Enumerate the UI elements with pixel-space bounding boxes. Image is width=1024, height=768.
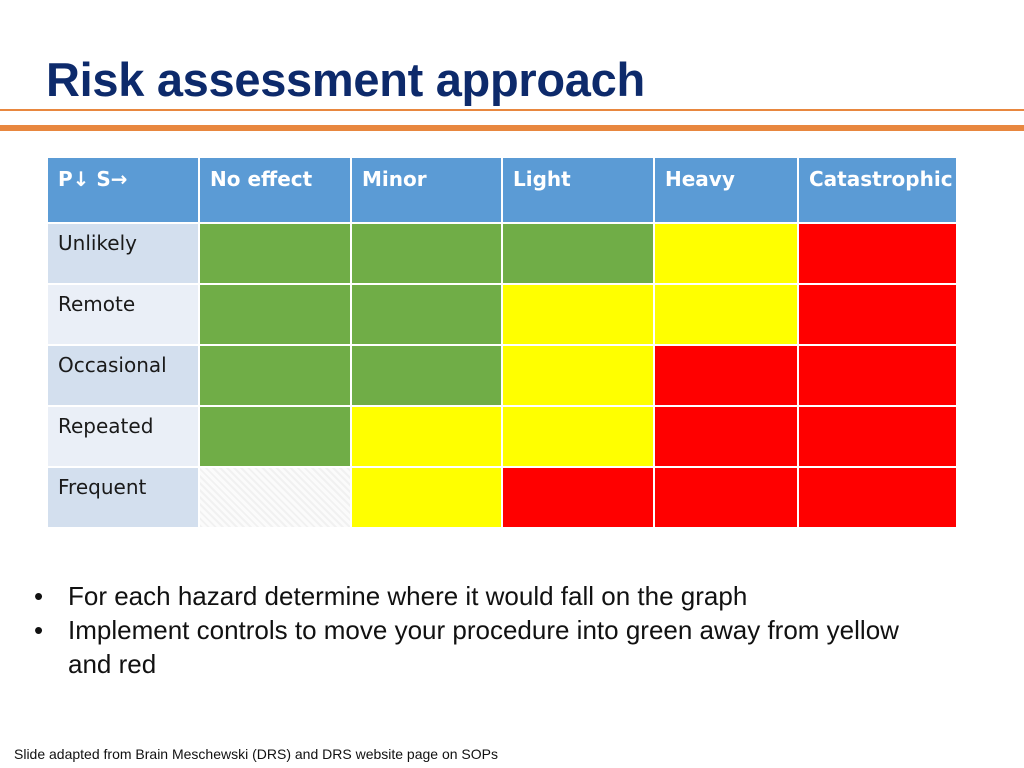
risk-cell-red — [653, 344, 799, 407]
bullet-list: • For each hazard determine where it woul… — [30, 579, 908, 681]
risk-cell-green — [198, 222, 352, 285]
risk-cell-yellow — [653, 222, 799, 285]
risk-cell-blank — [198, 466, 352, 529]
risk-cell-red — [797, 222, 958, 285]
probability-row: Unlikely — [46, 222, 958, 285]
probability-row: Remote — [46, 283, 958, 346]
risk-matrix-table: P↓ S→ No effect Minor Light Heavy Catast… — [46, 156, 958, 529]
risk-cell-yellow — [501, 405, 655, 468]
probability-label: Frequent — [46, 466, 200, 529]
risk-cell-green — [350, 222, 503, 285]
risk-cell-red — [653, 466, 799, 529]
risk-cell-red — [797, 405, 958, 468]
risk-cell-green — [198, 283, 352, 346]
bullet-dot-icon: • — [34, 615, 44, 645]
bullet-text: Implement controls to move your procedur… — [68, 615, 899, 679]
risk-cell-yellow — [350, 466, 503, 529]
probability-row: Occasional — [46, 344, 958, 407]
corner-header: P↓ S→ — [46, 156, 200, 224]
risk-cell-red — [653, 405, 799, 468]
probability-label: Occasional — [46, 344, 200, 407]
title-divider-thick — [0, 125, 1024, 131]
risk-cell-red — [797, 344, 958, 407]
severity-header: Minor — [350, 156, 503, 224]
risk-cell-yellow — [501, 283, 655, 346]
severity-header-row: P↓ S→ No effect Minor Light Heavy Catast… — [46, 156, 958, 224]
bullet-item: • Implement controls to move your procedu… — [30, 613, 908, 681]
bullet-dot-icon: • — [34, 581, 44, 611]
risk-cell-green — [501, 222, 655, 285]
risk-cell-green — [198, 344, 352, 407]
probability-label: Repeated — [46, 405, 200, 468]
risk-cell-red — [501, 466, 655, 529]
bullet-text: For each hazard determine where it would… — [68, 581, 748, 611]
risk-cell-yellow — [350, 405, 503, 468]
probability-label: Unlikely — [46, 222, 200, 285]
slide-footer-credit: Slide adapted from Brain Meschewski (DRS… — [14, 746, 498, 762]
title-divider-thin — [0, 109, 1024, 111]
severity-header: Catastrophic — [797, 156, 958, 224]
risk-cell-yellow — [501, 344, 655, 407]
probability-row: Frequent — [46, 466, 958, 529]
severity-header: Light — [501, 156, 655, 224]
risk-cell-green — [350, 283, 503, 346]
risk-cell-red — [797, 283, 958, 346]
risk-cell-yellow — [653, 283, 799, 346]
risk-cell-green — [198, 405, 352, 468]
slide-title: Risk assessment approach — [46, 53, 645, 106]
bullet-item: • For each hazard determine where it woul… — [30, 579, 908, 613]
probability-label: Remote — [46, 283, 200, 346]
probability-row: Repeated — [46, 405, 958, 468]
risk-cell-green — [350, 344, 503, 407]
risk-cell-red — [797, 466, 958, 529]
severity-header: No effect — [198, 156, 352, 224]
severity-header: Heavy — [653, 156, 799, 224]
